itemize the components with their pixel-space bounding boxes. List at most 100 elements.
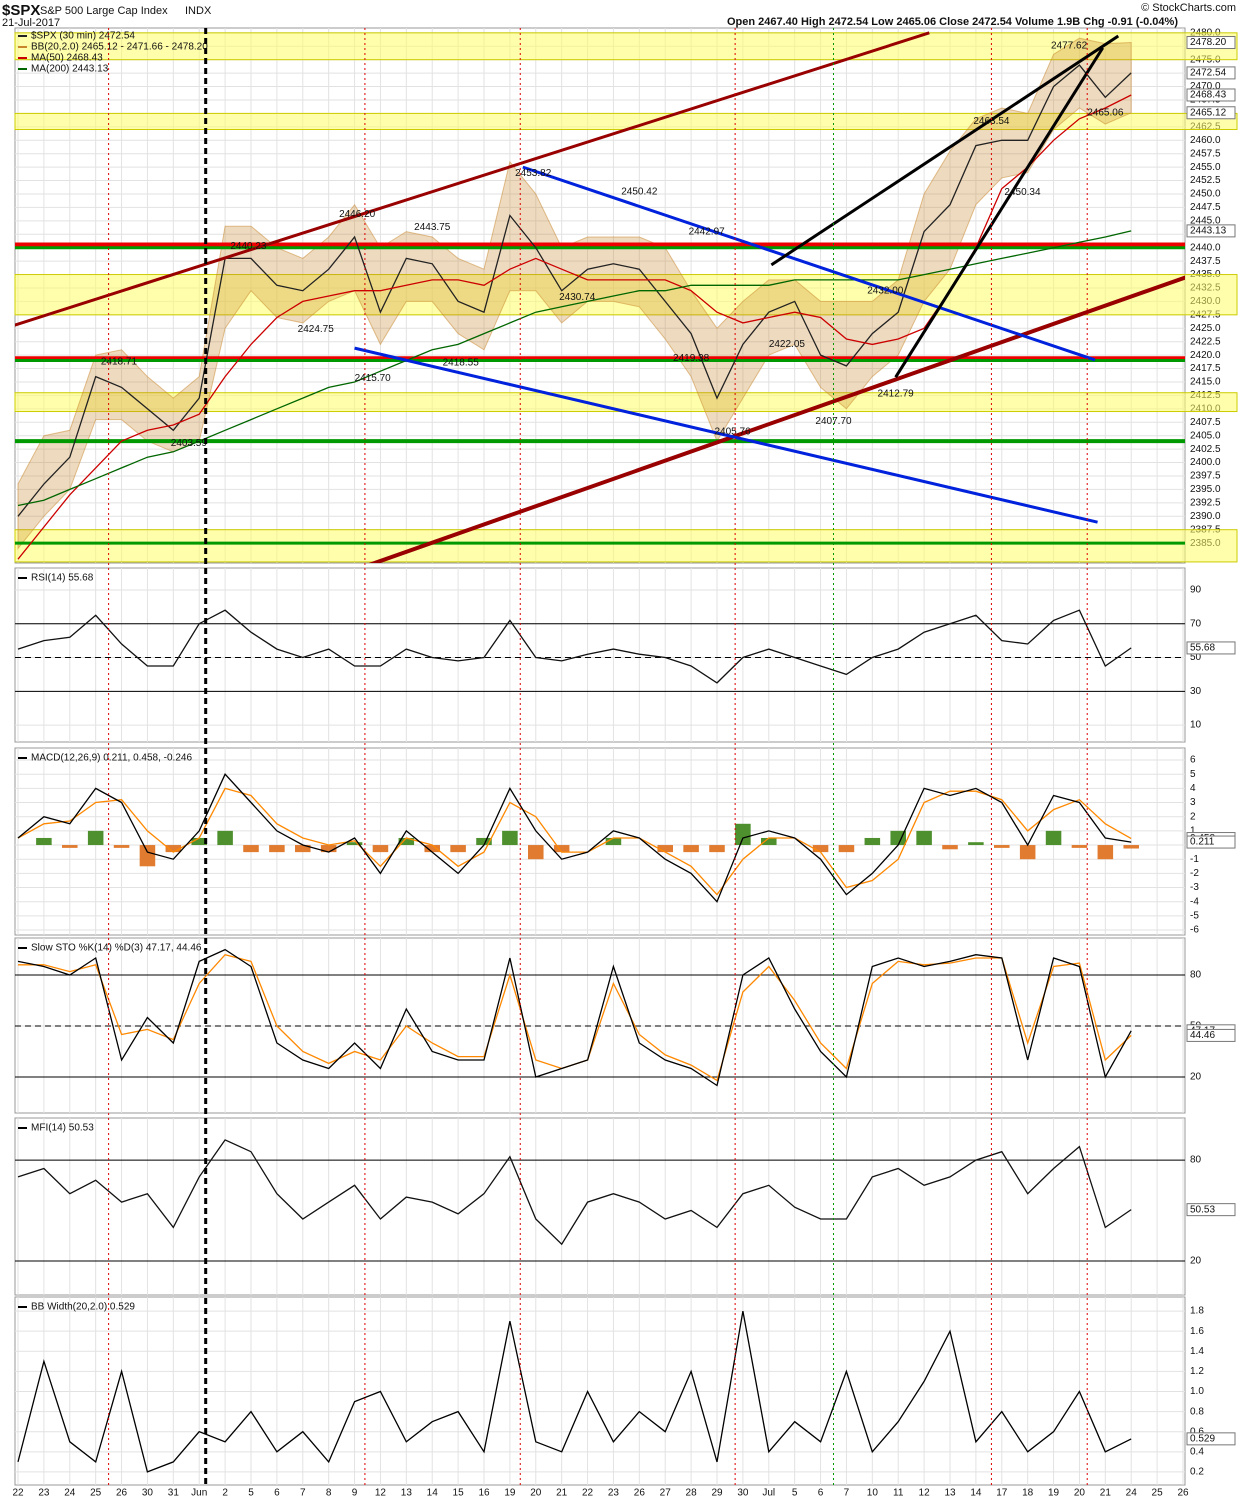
x-tick-label: 6 [818, 1488, 824, 1499]
y-tick-label: 0.6 [1190, 1426, 1204, 1437]
value-tag-label: 50.53 [1190, 1204, 1215, 1215]
panel [14, 1296, 1186, 1486]
bollinger-band [17, 37, 1132, 550]
x-tick-label: 26 [1177, 1488, 1189, 1499]
y-tick-label: -4 [1190, 896, 1199, 907]
y-tick-label: 2470.0 [1190, 81, 1221, 92]
y-tick-label: 2450.0 [1190, 189, 1221, 200]
x-tick-label: 18 [1022, 1488, 1034, 1499]
price-annotation: 2442.97 [689, 226, 726, 237]
panel [14, 937, 1186, 1114]
value-tag-label: 2478.20 [1190, 37, 1227, 48]
histogram-bar [1123, 845, 1139, 849]
value-tag [1186, 835, 1236, 849]
legend-label: BB(20,2.0) 2465.12 - 2471.66 - 2478.20 [31, 42, 208, 53]
value-tag [1186, 224, 1236, 238]
y-tick-label: 0.4 [1190, 1446, 1204, 1457]
x-tick-label: 25 [90, 1488, 102, 1499]
y-tick-label: 20 [1190, 1072, 1202, 1083]
y-tick-label: 2447.5 [1190, 202, 1221, 213]
histogram-bar [62, 845, 78, 848]
value-tag [1186, 1432, 1236, 1446]
y-tick-label: 2 [1190, 811, 1196, 822]
y-tick-label: 10 [1190, 720, 1202, 731]
value-tag-label: 2468.43 [1190, 90, 1227, 101]
x-tick-label: 6 [274, 1488, 280, 1499]
value-tag-label: 0.211 [1190, 837, 1215, 848]
price-annotation: 2446.20 [339, 209, 376, 220]
y-tick-label: 20 [1190, 1256, 1202, 1267]
y-tick-label: 90 [1190, 585, 1202, 596]
value-tag-label: 44.46 [1190, 1030, 1215, 1041]
y-tick-label: 80 [1190, 970, 1202, 981]
price-annotation: 2432.00 [867, 285, 904, 296]
histogram-bar [372, 845, 389, 853]
y-tick-label: 1.2 [1190, 1366, 1204, 1377]
value-tag-label: 0.529 [1190, 1433, 1215, 1444]
price-annotation: 2419.38 [673, 353, 710, 364]
zone [14, 32, 1238, 61]
x-tick-label: 28 [686, 1488, 698, 1499]
y-tick-label: 1.8 [1190, 1306, 1204, 1317]
price-annotation: 2463.54 [973, 116, 1010, 127]
panel [14, 567, 1186, 743]
y-tick-label: -3 [1190, 882, 1199, 893]
histogram-bar [346, 842, 363, 846]
histogram-bar [812, 845, 829, 853]
x-tick-label: 11 [893, 1488, 904, 1499]
y-tick-label: 3 [1190, 797, 1196, 808]
x-tick-label: 2 [222, 1488, 228, 1499]
histogram-bar [398, 837, 415, 846]
x-tick-label: 23 [608, 1488, 620, 1499]
symbol: $SPX [2, 2, 40, 19]
x-tick-label: 21 [1100, 1488, 1112, 1499]
x-tick-label: 26 [634, 1488, 646, 1499]
value-tag [1186, 36, 1236, 50]
series-line [17, 64, 1132, 517]
zone [14, 529, 1238, 563]
trendline [894, 47, 1105, 378]
series-line [17, 773, 1132, 903]
y-tick-label: 2407.5 [1190, 417, 1221, 428]
series-line [17, 787, 1132, 896]
y-tick-label: 1 [1190, 826, 1196, 837]
y-tick-label: 2395.0 [1190, 484, 1221, 495]
x-tick-label: 29 [711, 1488, 723, 1499]
histogram-bar [1045, 830, 1062, 846]
y-tick-label: 30 [1190, 686, 1202, 697]
price-annotation: 2443.75 [414, 222, 451, 233]
histogram-bar [657, 845, 673, 853]
y-tick-label: -2 [1190, 868, 1199, 879]
price-annotation: 2440.23 [230, 241, 267, 252]
x-tick-label: 13 [401, 1488, 413, 1499]
series-line [17, 609, 1132, 684]
credit: © StockCharts.com [1141, 2, 1236, 14]
histogram-bar [295, 845, 311, 853]
value-tag [1186, 641, 1236, 655]
price-annotation: 2418.55 [443, 358, 480, 369]
y-tick-label: -6 [1190, 925, 1199, 936]
price-annotation: 2465.06 [1087, 108, 1124, 119]
x-tick-label: 31 [168, 1488, 180, 1499]
panel-title: BB Width(20,2.0) 0.529 [31, 1302, 135, 1313]
price-annotation: 2453.82 [515, 168, 552, 179]
histogram-bar [191, 837, 207, 846]
histogram-bar [916, 830, 932, 846]
y-tick-label: -5 [1190, 911, 1199, 922]
y-tick-label: -1 [1190, 854, 1199, 865]
value-tag [1186, 88, 1236, 102]
x-tick-label: 5 [792, 1488, 798, 1499]
value-tag [1186, 1203, 1236, 1217]
trendline [522, 165, 1096, 362]
price-annotation: 2412.79 [878, 388, 915, 399]
series-line [17, 1139, 1132, 1246]
y-tick-label: 2445.0 [1190, 215, 1221, 226]
y-tick-label: 2415.0 [1190, 377, 1221, 388]
y-tick-label: 2460.0 [1190, 135, 1221, 146]
histogram-bar [968, 842, 984, 846]
histogram-bar [890, 830, 906, 846]
x-tick-label: 5 [248, 1488, 254, 1499]
x-tick-label: Jul [762, 1488, 775, 1499]
panel-title: MACD(12,26,9) 0.211, 0.458, -0.246 [31, 753, 192, 764]
price-annotation: 2407.70 [815, 416, 852, 427]
